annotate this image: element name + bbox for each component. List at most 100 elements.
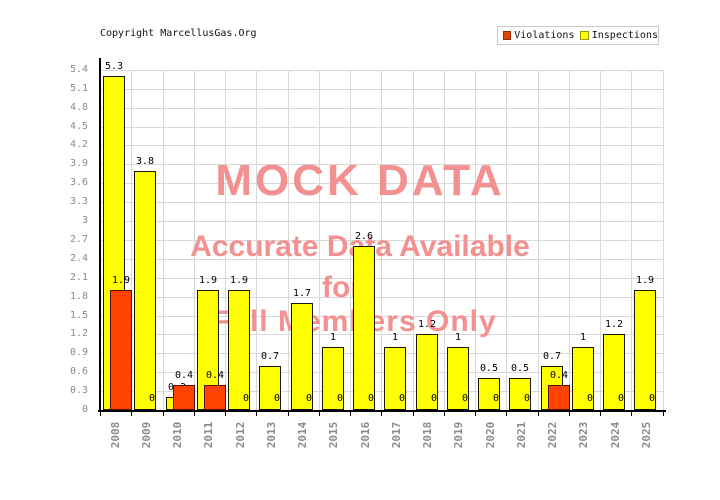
legend-label-violations: Violations — [514, 30, 575, 41]
x-grid-line — [256, 70, 257, 410]
x-axis-tick — [381, 412, 382, 416]
x-grid-line — [413, 70, 414, 410]
x-axis-year-label: 2014 — [296, 421, 309, 449]
inspections-bar — [134, 171, 156, 410]
violations-zero-label: 0 — [242, 393, 250, 404]
violations-zero-label: 0 — [430, 393, 438, 404]
x-axis-year-label: 2016 — [359, 421, 372, 449]
inspections-bar — [291, 303, 313, 410]
y-axis-tick-label: 0.6 — [69, 366, 88, 377]
inspections-bar — [603, 334, 625, 410]
violations-zero-label: 0 — [461, 393, 469, 404]
x-grid-line — [381, 70, 382, 410]
x-axis-tick — [506, 412, 507, 416]
inspections-value-label: 1.7 — [292, 288, 312, 299]
inspections-value-label: 3.8 — [135, 156, 155, 167]
inspections-bar — [509, 378, 531, 410]
x-axis-year-label: 2011 — [202, 421, 215, 449]
violations-value-label: 0.4 — [549, 370, 569, 381]
y-axis-tick-label: 3.3 — [69, 196, 88, 207]
copyright-text: Copyright MarcellusGas.Org — [100, 28, 257, 39]
x-axis-year-label: 2018 — [421, 421, 434, 449]
y-axis-tick-label: 2.4 — [69, 253, 88, 264]
x-grid-line — [319, 70, 320, 410]
y-axis-tick-label: 1.8 — [69, 291, 88, 302]
x-axis-year-label: 2022 — [546, 421, 559, 449]
x-grid-line — [600, 70, 601, 410]
x-axis-year-label: 2019 — [452, 421, 465, 449]
x-axis-year-label: 2013 — [265, 421, 278, 449]
x-grid-line — [475, 70, 476, 410]
x-grid-line — [163, 70, 164, 410]
y-axis-tick-label: 2.7 — [69, 234, 88, 245]
y-axis-line — [99, 58, 101, 412]
violations-bar — [110, 290, 132, 410]
x-axis-year-label: 2023 — [577, 421, 590, 449]
inspections-bar — [572, 347, 594, 410]
x-grid-line — [631, 70, 632, 410]
inspections-value-label: 1 — [329, 332, 337, 343]
inspections-bar — [353, 246, 375, 410]
violations-bar — [548, 385, 570, 410]
inspections-value-label: 1.9 — [635, 275, 655, 286]
y-axis-tick-label: 0.3 — [69, 385, 88, 396]
inspections-value-label: 5.3 — [104, 61, 124, 72]
x-axis-year-label: 2017 — [390, 421, 403, 449]
x-axis-tick — [538, 412, 539, 416]
inspections-bar — [416, 334, 438, 410]
y-axis-tick-label: 0 — [81, 404, 88, 415]
x-grid-line — [538, 70, 539, 410]
y-axis-tick-label: 5.4 — [69, 64, 88, 75]
x-axis-year-label: 2021 — [515, 421, 528, 449]
violations-zero-label: 0 — [492, 393, 500, 404]
legend-label-inspections: Inspections — [591, 30, 658, 41]
violations-zero-label: 0 — [617, 393, 625, 404]
violations-bar — [204, 385, 226, 410]
inspections-bar — [322, 347, 344, 410]
y-axis-tick-label: 3.9 — [69, 158, 88, 169]
x-grid-line — [569, 70, 570, 410]
y-axis-tick-label: 1.5 — [69, 310, 88, 321]
x-axis-year-label: 2024 — [609, 421, 622, 449]
violations-value-label: 0.4 — [205, 370, 225, 381]
y-axis-tick-label: 5.1 — [69, 83, 88, 94]
inspections-value-label: 0.5 — [479, 363, 499, 374]
inspections-bar — [384, 347, 406, 410]
x-axis-year-label: 2010 — [171, 421, 184, 449]
violations-zero-label: 0 — [148, 393, 156, 404]
legend: Violations Inspections — [497, 26, 659, 45]
inspections-value-label: 0.7 — [542, 351, 562, 362]
x-axis-tick — [663, 412, 664, 416]
y-axis-tick-label: 1.2 — [69, 328, 88, 339]
violations-zero-label: 0 — [586, 393, 594, 404]
x-grid-line — [194, 70, 195, 410]
y-axis-tick-label: 3.6 — [69, 177, 88, 188]
x-grid-line — [131, 70, 132, 410]
x-axis-tick — [256, 412, 257, 416]
inspections-bar — [228, 290, 250, 410]
y-axis-tick-label: 3 — [81, 215, 88, 226]
x-axis-tick — [631, 412, 632, 416]
x-grid-line — [288, 70, 289, 410]
x-grid-line — [663, 70, 664, 410]
x-axis-year-label: 2012 — [234, 421, 247, 449]
x-axis-tick — [225, 412, 226, 416]
x-grid-line — [444, 70, 445, 410]
inspections-value-label: 1.9 — [198, 275, 218, 286]
violations-zero-label: 0 — [305, 393, 313, 404]
x-axis-year-label: 2009 — [140, 421, 153, 449]
x-grid-line — [506, 70, 507, 410]
x-axis-year-label: 2020 — [484, 421, 497, 449]
inspections-value-label: 0.5 — [510, 363, 530, 374]
inspections-value-label: 0.7 — [260, 351, 280, 362]
inspections-swatch-icon — [580, 31, 589, 40]
inspections-value-label: 2.6 — [354, 231, 374, 242]
violations-zero-label: 0 — [367, 393, 375, 404]
x-axis-tick — [569, 412, 570, 416]
x-axis-tick — [288, 412, 289, 416]
inspections-value-label: 1.2 — [604, 319, 624, 330]
inspections-value-label: 1 — [454, 332, 462, 343]
violations-zero-label: 0 — [336, 393, 344, 404]
violations-swatch-icon — [503, 31, 512, 40]
